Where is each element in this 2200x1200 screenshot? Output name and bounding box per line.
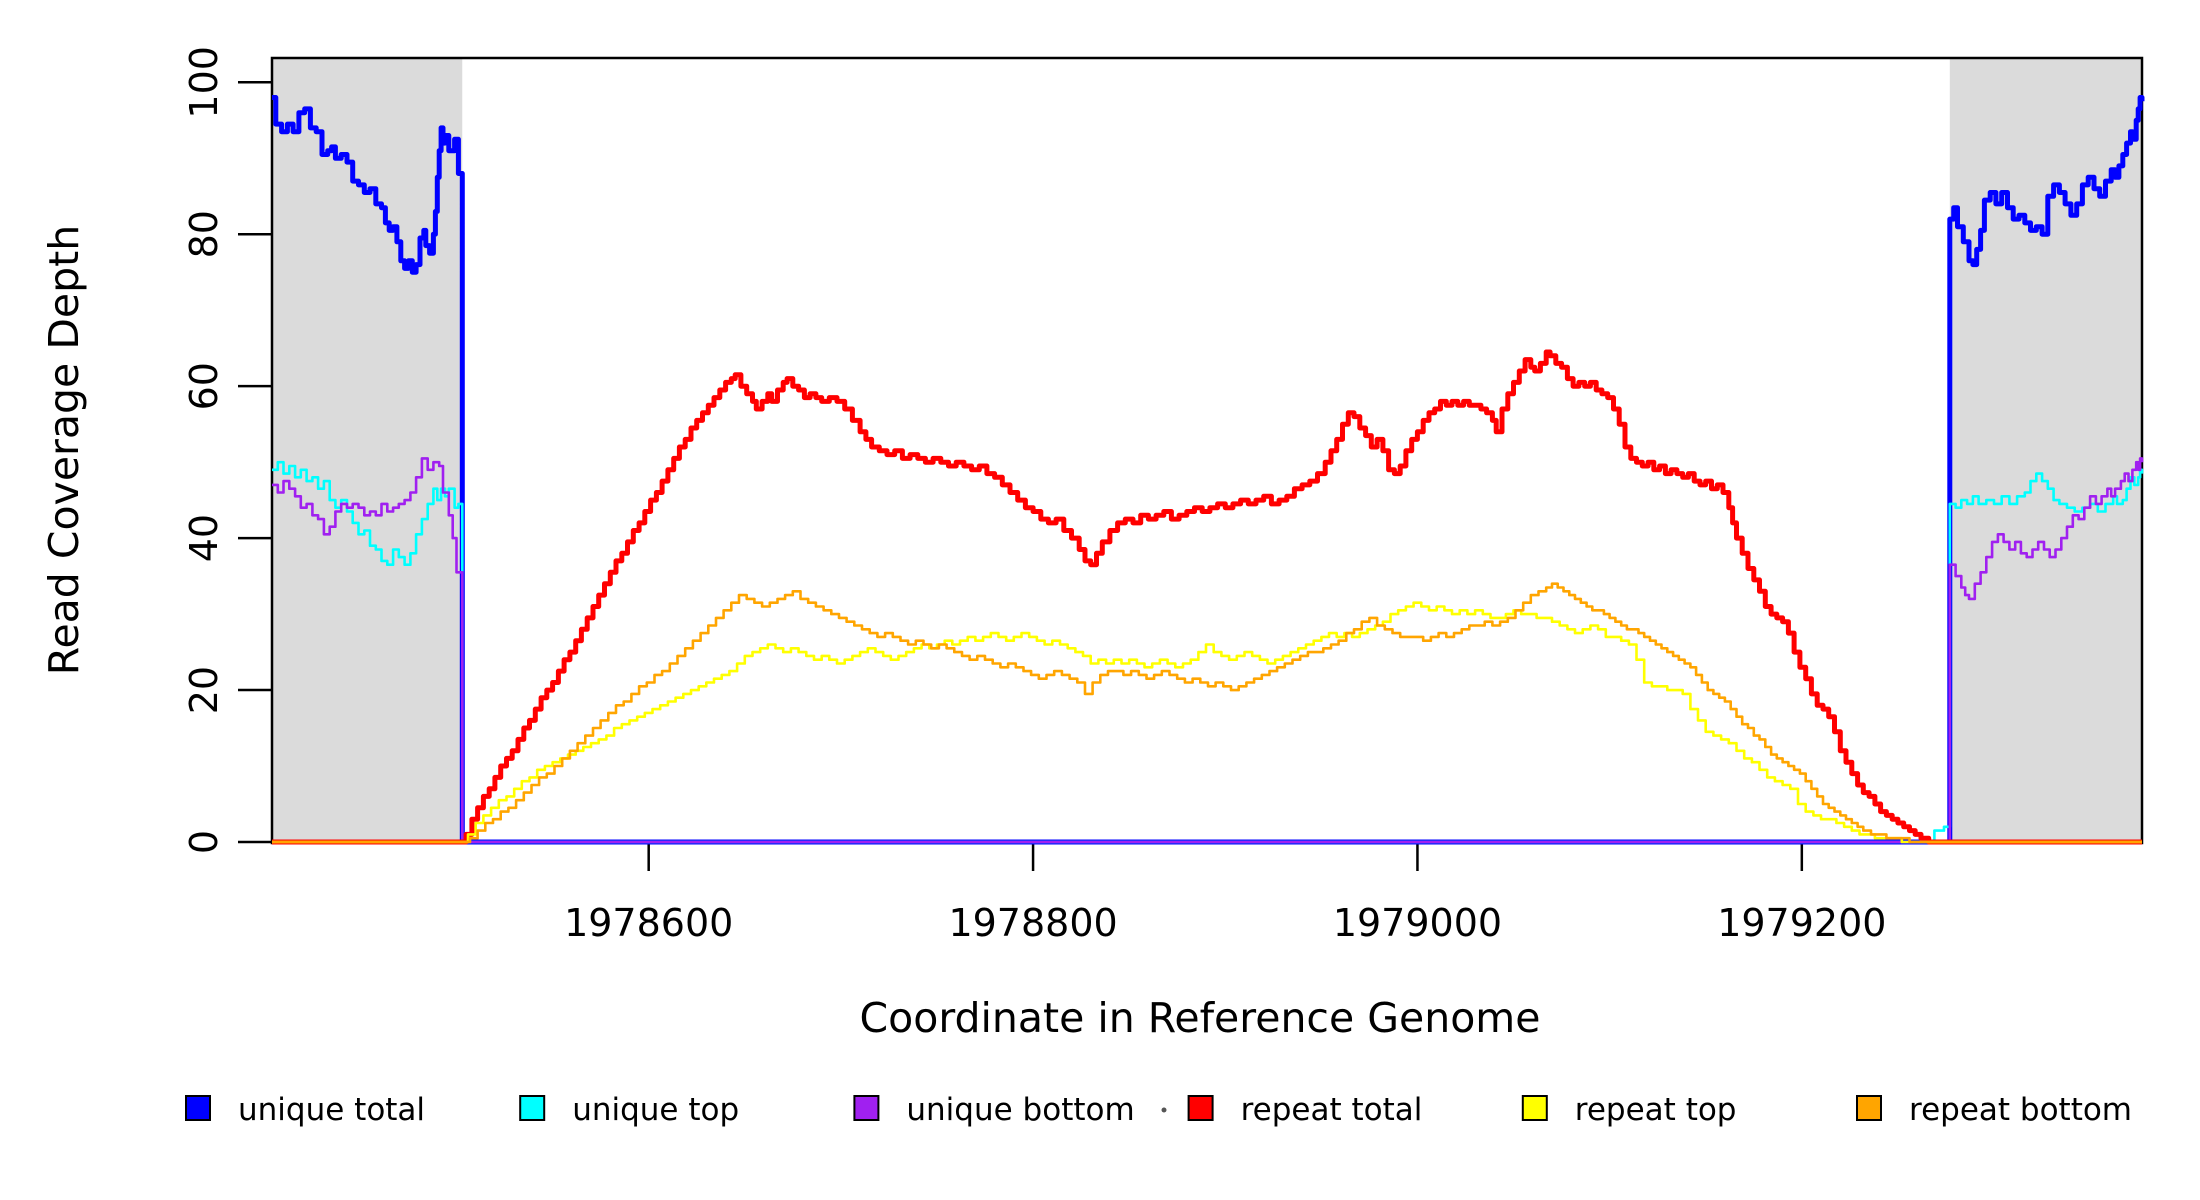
legend-swatch (185, 1095, 211, 1121)
series-line-repeat-top (272, 601, 2142, 844)
y-tick-label: 60 (182, 362, 226, 410)
y-tick-label: 40 (182, 514, 226, 562)
x-tick-label: 1979200 (1717, 901, 1886, 945)
x-tick-label: 1979000 (1333, 901, 1502, 945)
legend-swatch (1856, 1095, 1882, 1121)
shaded-region (1949, 58, 2142, 843)
legend-item: unique total (185, 1092, 425, 1128)
plot-frame (270, 56, 2144, 845)
series-line-repeat-bottom (272, 582, 2142, 844)
axes: 0 20 40 60 80 100 1978600 1978800 1979000 1979200 (182, 46, 1886, 945)
series-line-unique-total (272, 95, 2145, 845)
y-tick-label: 100 (182, 46, 226, 119)
legend-item: repeat total (1187, 1092, 1423, 1128)
x-tick-label: 1978800 (948, 901, 1117, 945)
x-tick-label: 1978600 (564, 901, 733, 945)
shaded-region (272, 58, 463, 843)
legend: unique total unique top unique bottom repea… (185, 1092, 2132, 1128)
legend-label: unique total (238, 1092, 425, 1128)
legend-swatch (1521, 1095, 1548, 1121)
x-axis-title: Coordinate in Reference Genome (860, 994, 1541, 1042)
legend-label: unique top (572, 1092, 739, 1128)
series-line-repeat-total (272, 349, 2142, 845)
legend-label: repeat bottom (1909, 1092, 2132, 1128)
legend-item: repeat bottom (1856, 1092, 2132, 1128)
series-lines (272, 95, 2145, 845)
legend-swatch (1187, 1095, 1214, 1121)
legend-item: unique bottom (853, 1092, 1135, 1128)
legend-label: repeat top (1575, 1092, 1737, 1128)
legend-label: unique bottom (906, 1092, 1134, 1128)
legend-swatch (519, 1095, 546, 1121)
y-tick-label: 0 (182, 830, 226, 854)
y-axis-title: Read Coverage Depth (40, 225, 88, 675)
shaded-regions (272, 58, 2142, 843)
y-tick-label: 80 (182, 210, 226, 258)
legend-item: repeat top (1521, 1092, 1737, 1128)
y-tick-label: 20 (182, 666, 226, 714)
legend-swatch (853, 1095, 880, 1121)
legend-label: repeat total (1241, 1092, 1423, 1128)
legend-item: unique top (519, 1092, 739, 1128)
plot-box (270, 56, 2144, 845)
stray-dot (1161, 1107, 1167, 1113)
series-line-unique-bottom (272, 457, 2144, 844)
